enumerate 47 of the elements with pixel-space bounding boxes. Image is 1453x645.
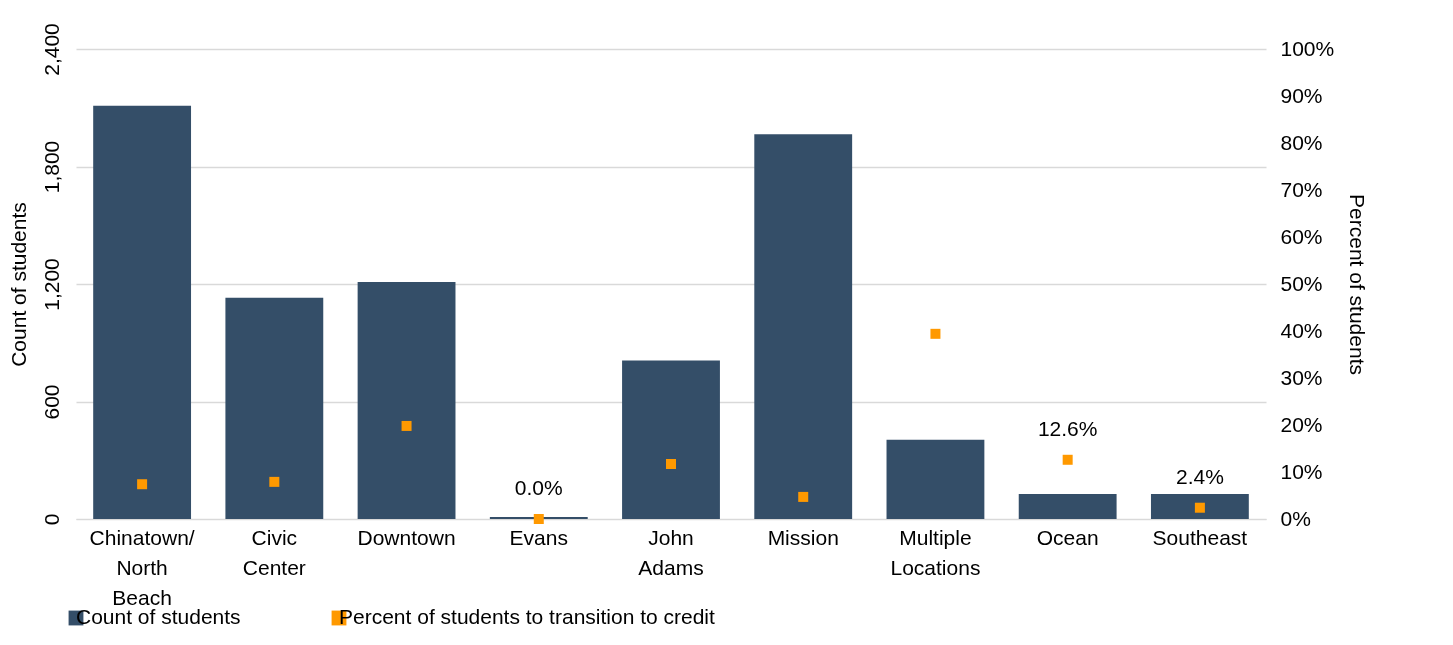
y2-tick-label: 10%: [1280, 459, 1323, 483]
y-tick-label: 0: [39, 513, 63, 526]
point: [798, 491, 809, 502]
y-tick-label: 1,800: [39, 140, 63, 194]
bar: [357, 282, 456, 519]
point: [269, 476, 280, 487]
bar: [886, 439, 985, 519]
x-tick-label: Evans: [509, 525, 568, 549]
bar: [93, 105, 192, 519]
data-label: 12.6%: [1037, 416, 1098, 440]
bar: [225, 297, 324, 519]
point: [666, 459, 676, 470]
x-tick-label: John Adams: [638, 525, 704, 579]
data-label: 2.4%: [1175, 464, 1224, 488]
x-tick-label: Southeast: [1152, 525, 1248, 549]
point: [533, 514, 544, 524]
bar: [1018, 493, 1117, 519]
data-label: 0.0%: [514, 476, 563, 499]
x-tick-label: Mission: [767, 525, 839, 549]
bar: [622, 360, 720, 519]
y-tick-label: 600: [39, 384, 63, 420]
y2-tick-label: 20%: [1280, 412, 1323, 436]
point: [1062, 454, 1073, 465]
x-tick-label: Multiple Locations: [890, 525, 981, 579]
y2-tick-label: 40%: [1280, 318, 1323, 342]
bar: [1150, 493, 1249, 519]
y2-tick-label: 100%: [1280, 36, 1335, 60]
y2-tick-label: 0%: [1280, 506, 1311, 530]
y2-tick-label: 30%: [1280, 365, 1323, 389]
y-axis-title: Count of students: [6, 202, 30, 367]
point: [401, 420, 412, 431]
point: [930, 328, 941, 339]
point: [137, 479, 148, 490]
y2-tick-label: 80%: [1280, 130, 1323, 154]
y2-tick-label: 70%: [1280, 177, 1323, 201]
x-tick-label: Civic Center: [242, 525, 306, 579]
y-tick-label: 2,400: [39, 23, 63, 76]
x-tick-label: Chinatown/ North Beach: [89, 525, 195, 609]
y-tick-label: 1,200: [39, 258, 63, 311]
point: [1194, 502, 1205, 513]
y2-tick-label: 50%: [1280, 271, 1323, 295]
y2-tick-label: 60%: [1280, 224, 1323, 248]
y2-axis-title: Percent of students: [1346, 194, 1370, 375]
y2-tick-label: 90%: [1280, 83, 1323, 107]
bar: [754, 134, 853, 519]
x-tick-label: Ocean: [1036, 525, 1099, 549]
x-tick-label: Downtown: [357, 525, 456, 549]
